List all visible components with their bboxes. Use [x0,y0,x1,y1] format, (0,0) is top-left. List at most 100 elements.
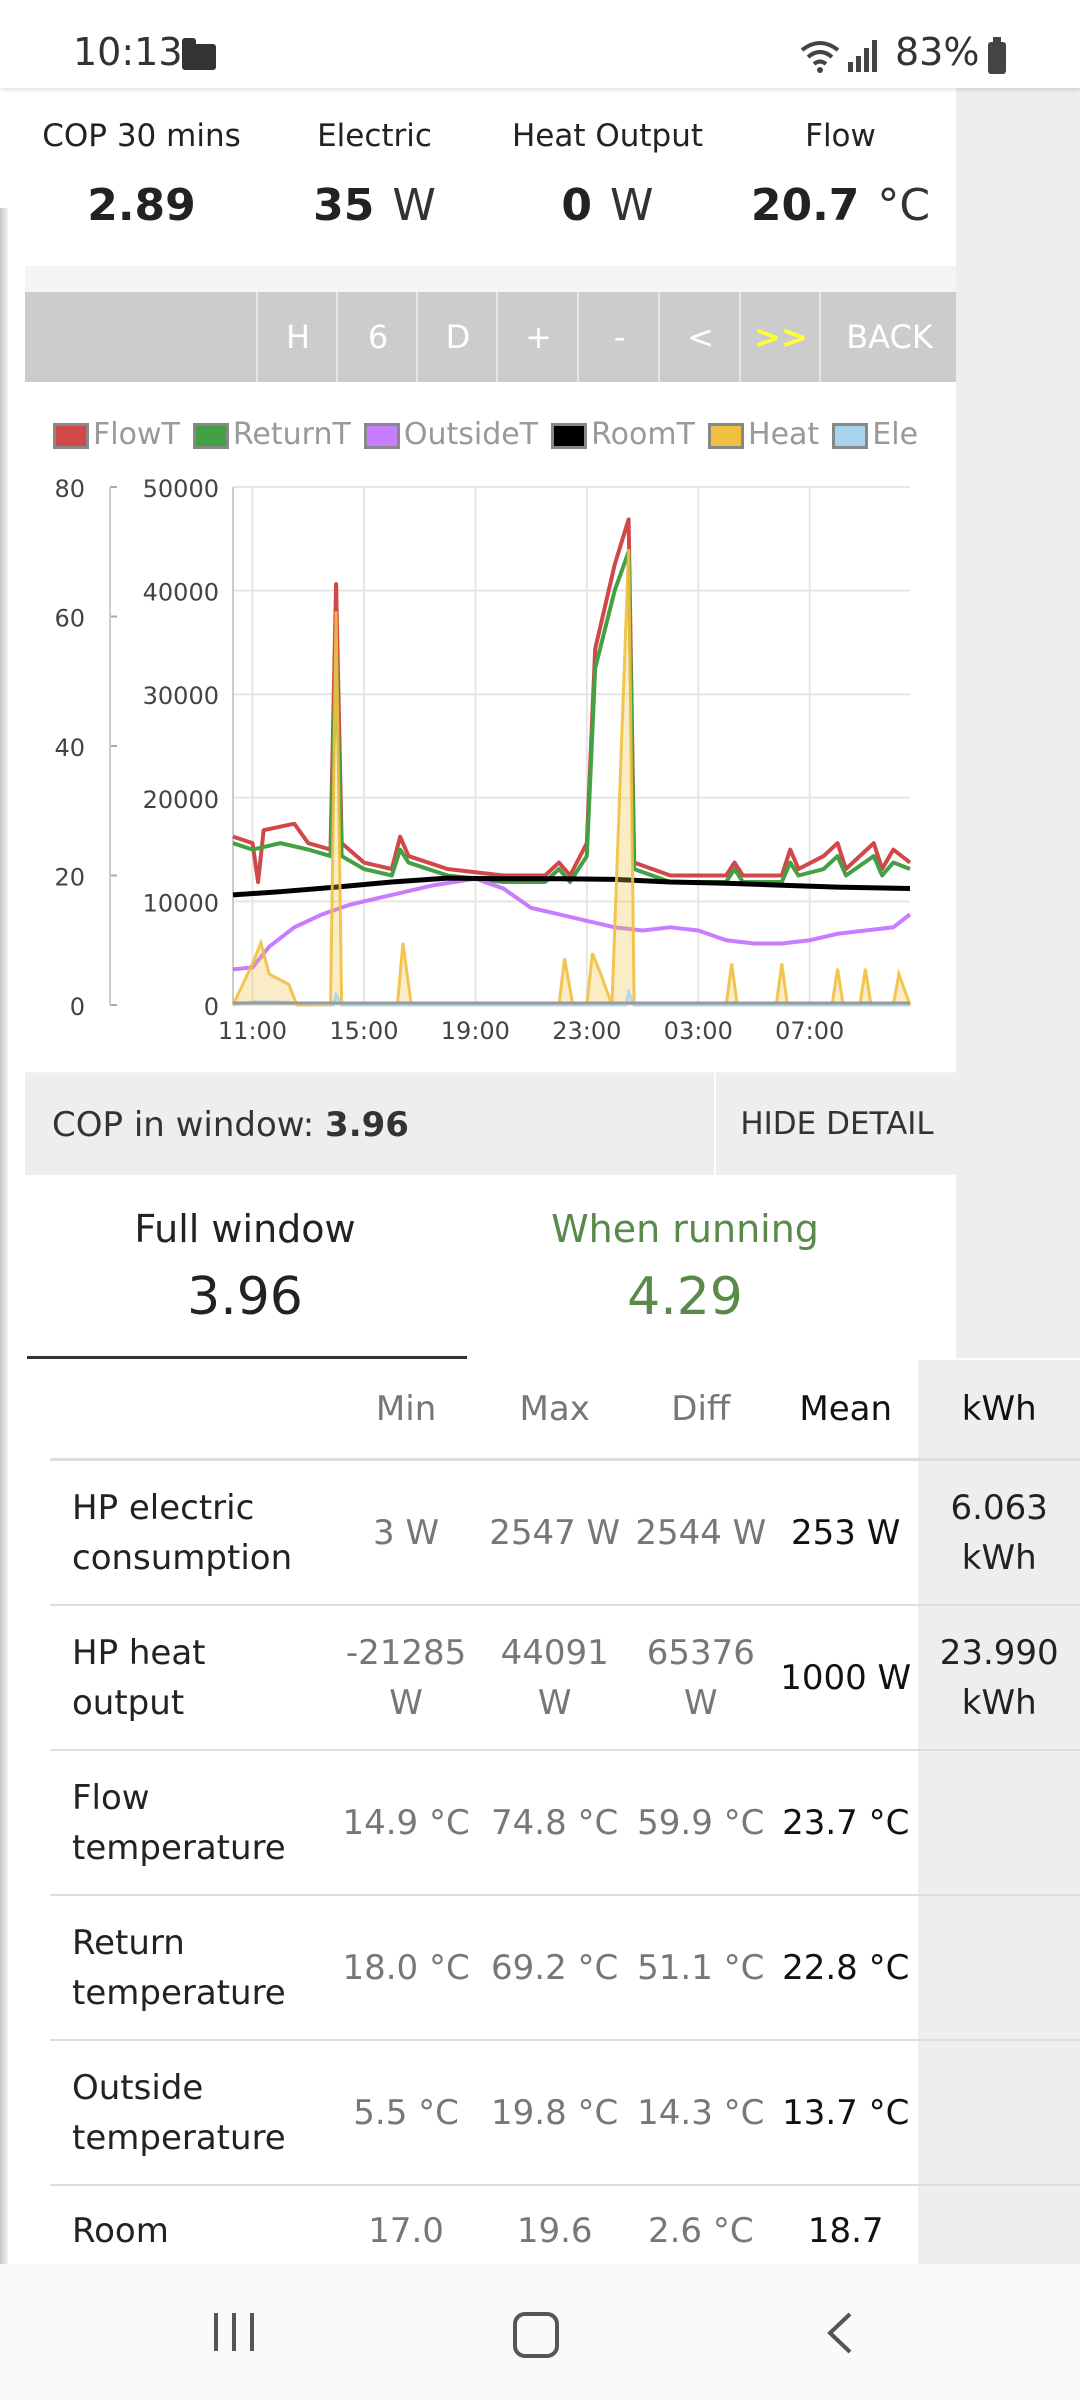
series-outsidet-line [232,876,912,972]
status-bar: 10:13 83% [0,0,1080,88]
cell-max: 69.2 °C [480,1895,629,2041]
cell-kwh: 6.063 kWh [918,1459,1080,1606]
legend-swatch [832,422,869,449]
cell-max: 19.6 [480,2185,629,2264]
table-row: Outside temperature 5.5 °C 19.8 °C 14.3 … [50,2040,1080,2186]
cell-max: 74.8 °C [480,1750,629,1896]
stat-value: 20.7 °C [750,180,931,231]
full-window-value: 3.96 [187,1267,303,1327]
x-tick-label: 07:00 [775,1017,844,1045]
cell-diff: 2544 W [628,1459,773,1606]
back-button[interactable]: BACK [819,292,958,382]
day-button[interactable]: D [416,292,498,382]
legend-item-ele[interactable]: Ele [832,417,918,452]
cell-kwh: 23.990 kWh [918,1605,1080,1751]
cop-window-text: COP in window: 3.96 [52,1105,409,1145]
app-content: COP 30 mins 2.89 Electric 35 W Heat Outpu… [0,88,1080,2264]
zoom-out-button[interactable]: - [577,292,660,382]
cell-mean: 23.7 °C [772,1750,919,1896]
y-right-tick-label: 0 [204,993,219,1021]
cell-min: 5.5 °C [331,2040,481,2186]
row-name: Room [50,2185,332,2264]
hour-button[interactable]: H [256,292,338,382]
x-tick-label: 19:00 [441,1017,510,1045]
legend-item-flowt[interactable]: FlowT [53,417,180,452]
home-icon[interactable] [513,2312,559,2358]
cell-mean: 1000 W [772,1605,919,1751]
header-mean: Mean [772,1360,919,1461]
cell-min: 17.0 [331,2185,481,2264]
cell-diff: 59.9 °C [628,1750,773,1896]
back-icon[interactable] [820,2310,860,2356]
y-right-tick-label: 40000 [143,579,219,607]
stat-value: 2.89 [87,180,196,231]
table-row: HP electric consumption 3 W 2547 W 2544 … [50,1459,1080,1606]
cell-mean: 22.8 °C [772,1895,919,2041]
legend-swatch [363,422,400,449]
chart-toolbar: H 6 D + - < >> BACK [25,292,956,382]
six-hour-button[interactable]: 6 [336,292,418,382]
legend-item-roomt[interactable]: RoomT [551,417,695,452]
hide-detail-button[interactable]: HIDE DETAIL [714,1073,958,1175]
cell-mean: 18.7 [772,2185,919,2264]
active-tab-indicator [27,1356,467,1359]
cell-min: 14.9 °C [331,1750,481,1896]
drawer-edge[interactable] [0,208,8,2264]
y-left-tick-label: 40 [54,734,85,762]
legend-swatch [551,422,588,449]
legend-item-heat[interactable]: Heat [708,417,819,452]
table-row: Flow temperature 14.9 °C 74.8 °C 59.9 °C… [50,1750,1080,1896]
header-diff: Diff [628,1360,773,1461]
stat-label: Flow [805,118,876,154]
legend-item-returnt[interactable]: ReturnT [192,417,351,452]
row-name: HP heat output [50,1605,332,1751]
cell-min: 18.0 °C [331,1895,481,2041]
y-left-tick-label: 20 [54,864,85,892]
stat-label: Electric [317,118,432,154]
zoom-in-button[interactable]: + [496,292,579,382]
cell-min: 3 W [331,1459,481,1606]
header-max: Max [480,1360,629,1461]
chart-plot[interactable]: 0 10000 20000 30000 40000 50000 0 20 40 60 80 11:00… [25,382,956,1072]
x-tick-label: 11:00 [218,1017,287,1045]
table-row: Room 17.0 19.6 2.6 °C 18.7 [50,2185,1080,2264]
y-left-tick-label: 80 [54,475,85,503]
y-left-tick-label: 60 [54,605,85,633]
battery-icon [988,37,1006,74]
y-right-tick-label: 10000 [143,889,219,917]
stat-label: COP 30 mins [42,118,241,154]
legend-item-outsidet[interactable]: OutsideT [363,417,538,452]
cell-max: 44091 W [480,1605,629,1751]
series-roomt-line [232,875,911,898]
y-right-tick-label: 50000 [143,475,219,503]
wifi-icon [800,41,840,73]
cop-summary: Full window 3.96 When running 4.29 [25,1175,956,1360]
when-running-label: When running [551,1207,819,1251]
cell-diff: 14.3 °C [628,2040,773,2186]
full-window-label: Full window [134,1207,356,1251]
cell-min: -21285 W [331,1605,481,1751]
pan-left-button[interactable]: < [658,292,741,382]
legend-swatch [708,422,745,449]
cell-kwh [918,1895,1080,2041]
header-kwh: kWh [918,1360,1080,1461]
legend-swatch [192,422,229,449]
cell-kwh [918,1750,1080,1896]
stat-value: 35 W [313,180,436,231]
header-name [50,1360,332,1461]
system-nav-bar [0,2264,1080,2400]
legend-swatch [53,422,89,449]
cell-mean: 253 W [772,1459,919,1606]
folder-icon [182,38,216,70]
y-right-tick-label: 30000 [143,682,219,710]
stat-label: Heat Output [511,118,704,154]
pan-right-button[interactable]: >> [739,292,821,382]
x-tick-label: 23:00 [552,1017,621,1045]
row-name: Flow temperature [50,1750,332,1896]
stats-table: Min Max Diff Mean kWh HP electric consum… [50,1360,1080,2264]
chart-legend: FlowT ReturnT OutsideT RoomT Heat Ele [53,417,953,457]
recents-icon[interactable] [210,2309,258,2355]
row-name: Return temperature [50,1895,332,2041]
